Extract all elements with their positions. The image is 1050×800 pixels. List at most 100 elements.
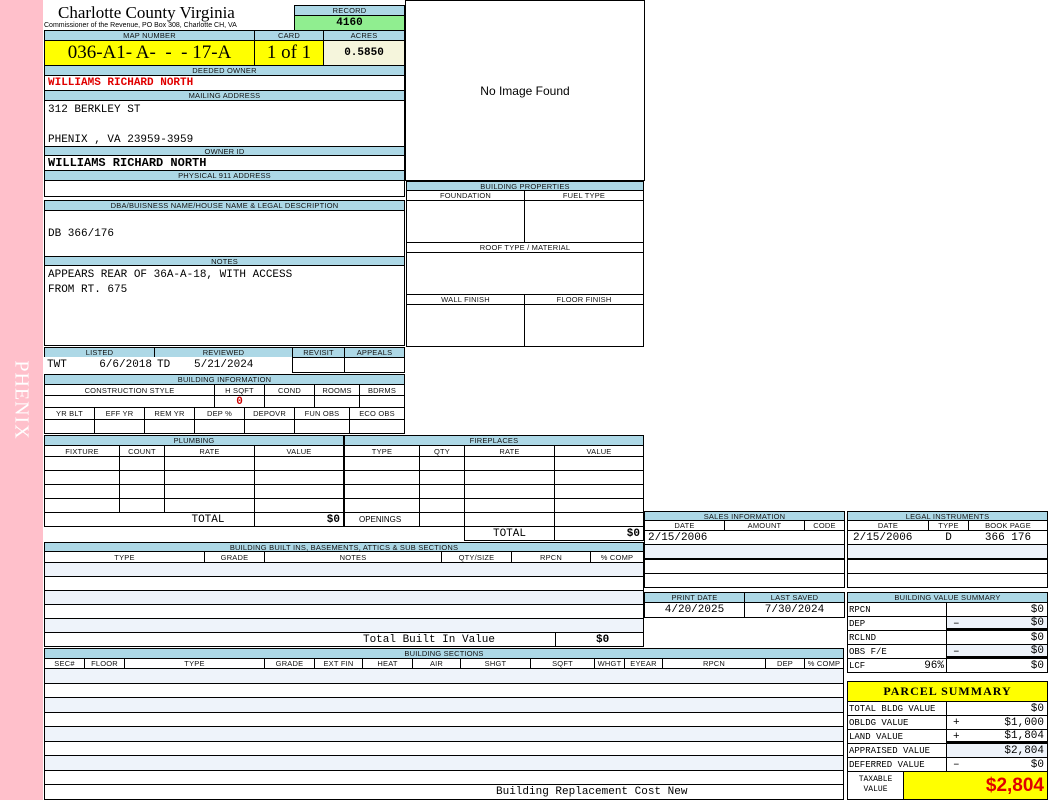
plumbing-cell — [119, 484, 165, 499]
revisit-value — [292, 357, 345, 373]
builtins-row — [44, 604, 644, 619]
summary-label: APPRAISED VALUE — [847, 743, 947, 758]
summary-operator: – — [953, 758, 960, 771]
plumbing-cell — [119, 470, 165, 485]
sales-row — [644, 572, 845, 588]
fireplace-cell — [344, 456, 420, 471]
bvs-label: LCF — [847, 658, 947, 673]
bvs-operator — [950, 602, 967, 617]
bvs-operator — [950, 658, 967, 673]
building-info-value — [244, 419, 295, 434]
fireplace-cell — [464, 498, 555, 513]
plumbing-total-label: TOTAL — [44, 512, 255, 527]
physical-address-value — [44, 180, 405, 197]
building-info-value — [294, 419, 350, 434]
bvs-label: RCLND — [847, 630, 947, 645]
fireplace-cell — [554, 456, 644, 471]
print-date-value: 4/20/2025 — [644, 602, 745, 618]
district-label: PHENIX — [10, 360, 33, 440]
wall-finish-value — [406, 304, 525, 347]
sales-row — [644, 558, 845, 574]
taxable-value: $2,804 — [903, 771, 1048, 800]
fireplace-cell — [464, 470, 555, 485]
acres-value: 0.5850 — [323, 40, 405, 66]
card-value: 1 of 1 — [254, 40, 324, 66]
bvs-label: RPCN — [847, 602, 947, 617]
taxable-value-label: TAXABLE VALUE — [847, 771, 904, 800]
bvs-label: DEP — [847, 616, 947, 631]
notes-value: APPEARS REAR OF 36A-A-18, WITH ACCESS FR… — [44, 265, 405, 346]
summary-operator — [950, 701, 967, 716]
legal-description-value: DB 366/176 — [44, 210, 405, 257]
plumbing-cell — [164, 470, 255, 485]
builtins-row — [44, 590, 644, 605]
fireplace-cell — [344, 470, 420, 485]
building-info-value — [194, 419, 245, 434]
owner-id-value: WILLIAMS RICHARD NORTH — [44, 155, 405, 171]
fireplace-cell — [554, 512, 644, 527]
fireplace-cell — [419, 498, 465, 513]
builtins-row — [44, 576, 644, 591]
plumbing-cell — [164, 484, 255, 499]
map-number-value: 036-A1- A- - - 17-A — [44, 40, 255, 66]
builtins-total-value: $0 — [555, 632, 644, 647]
fireplace-cell — [554, 470, 644, 485]
reviewed-by: TD — [154, 357, 185, 373]
county-title: Charlotte County Virginia — [58, 3, 235, 22]
fireplace-cell — [344, 484, 420, 499]
parcel-summary-title: PARCEL SUMMARY — [847, 681, 1048, 702]
summary-label: DEFERRED VALUE — [847, 757, 947, 772]
fireplace-cell — [464, 512, 555, 527]
plumbing-cell — [254, 498, 344, 513]
property-image: No Image Found — [405, 0, 645, 181]
replacement-cost-label: Building Replacement Cost New — [44, 784, 844, 800]
summary-value: $1,000 — [946, 715, 1048, 730]
plumbing-total-value: $0 — [254, 512, 344, 527]
openings-value — [419, 512, 465, 527]
builtins-total-label: Total Built In Value — [44, 632, 556, 647]
summary-value: $1,804 — [946, 729, 1048, 744]
plumbing-cell — [164, 456, 255, 471]
fireplace-cell — [419, 456, 465, 471]
lcf-percent: 96% — [924, 659, 944, 672]
plumbing-cell — [254, 470, 344, 485]
fireplace-cell — [554, 498, 644, 513]
fireplace-cell — [419, 470, 465, 485]
summary-label: TOTAL BLDG VALUE — [847, 701, 947, 716]
instrument-bookpage: 366 176 — [984, 531, 1032, 544]
fireplace-cell — [419, 484, 465, 499]
summary-label: LAND VALUE — [847, 729, 947, 744]
foundation-value — [406, 200, 525, 243]
building-info-value — [94, 419, 145, 434]
floor-finish-value — [524, 304, 644, 347]
plumbing-cell — [254, 484, 344, 499]
bvs-value: $0 — [946, 658, 1048, 673]
plumbing-cell — [44, 484, 120, 499]
fireplace-cell — [344, 498, 420, 513]
bvs-operator: – — [953, 645, 960, 658]
listed-by: TWT — [44, 357, 75, 373]
plumbing-cell — [254, 456, 344, 471]
plumbing-cell — [44, 470, 120, 485]
fuel-type-value — [524, 200, 644, 243]
appeals-value — [344, 357, 405, 373]
mailing-address-value: 312 BERKLEY ST PHENIX , VA 23959-3959 — [44, 100, 405, 147]
openings-label: OPENINGS — [344, 512, 420, 527]
fireplace-total-value: $0 — [554, 526, 644, 541]
reviewed-date: 5/21/2024 — [184, 357, 293, 373]
building-info-value — [349, 419, 405, 434]
bvs-operator — [950, 630, 967, 645]
summary-value: $0 — [946, 757, 1048, 772]
bvs-value: $0 — [946, 616, 1048, 631]
bvs-value: $0 — [946, 644, 1048, 659]
instruments-row — [847, 572, 1048, 588]
plumbing-cell — [44, 498, 120, 513]
fireplace-cell — [464, 484, 555, 499]
building-info-value — [144, 419, 195, 434]
fireplace-cell — [464, 456, 555, 471]
deeded-owner-value: WILLIAMS RICHARD NORTH — [44, 75, 405, 91]
sales-row — [644, 544, 845, 560]
plumbing-cell — [119, 498, 165, 513]
plumbing-cell — [164, 498, 255, 513]
summary-operator: + — [953, 716, 960, 729]
